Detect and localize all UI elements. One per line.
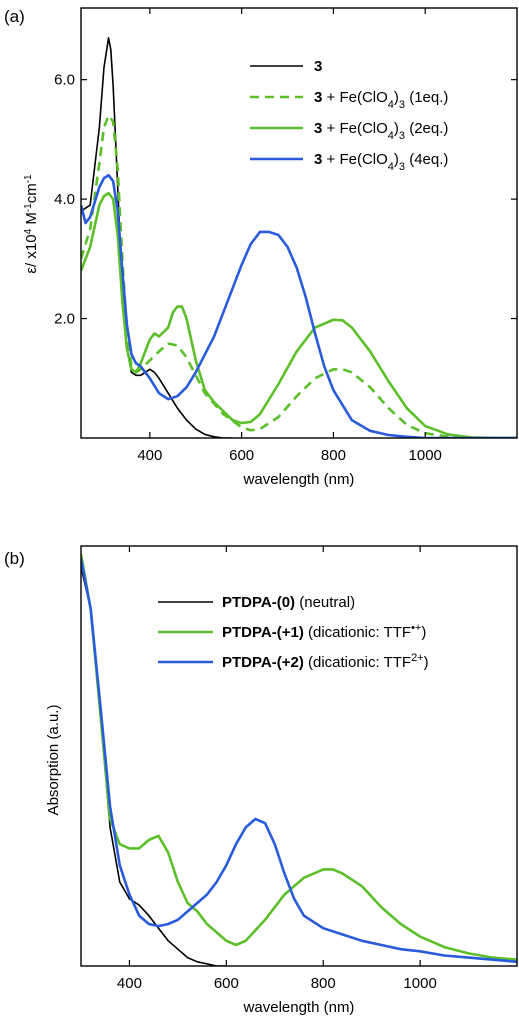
legend-entry-part: ) [394,120,399,137]
series-line-2 [81,558,517,964]
x-tick-label: 800 [311,975,336,992]
legend-entry-part: 3 [314,58,322,75]
y-axis-title: Absorption (a.u.) [45,705,62,816]
x-tick-label: 600 [214,975,239,992]
legend-entry: PTDPA-(+1) (dicationic: TTF•+) [222,622,426,641]
legend-entry-part: + Fe(ClO [322,151,387,168]
legend-entry-part: 4 [388,161,394,173]
legend-entry: 3 + Fe(ClO4)3 (2eq.) [314,120,448,142]
legend-entry: 3 [314,58,322,75]
legend: PTDPA-(0) (neutral) PTDPA-(+1) (dicationi… [158,594,429,671]
plot-frame [80,545,518,967]
legend-entry-part: + Fe(ClO [322,89,387,106]
y-axis-title-part: -1 [23,203,34,212]
y-axis-title-part: ε/ x10 [23,234,40,273]
chart-panel-b: (b) 400 600 800 1000 wavelength (nm) Absorptio… [4,545,518,1016]
legend-entry: PTDPA-(0) (neutral) [222,594,355,611]
legend-entry-part: •+ [411,622,421,634]
panel-label: (b) [4,549,25,568]
legend: 33 + Fe(ClO4)3 (1eq.)3 + Fe(ClO4)3 (2eq.… [250,58,448,173]
legend-entry-part: PTDPA-(0) [222,594,295,611]
y-tick-label: 2.0 [54,311,75,328]
y-tick-label: 4.0 [54,191,75,208]
x-tick-label: 1000 [403,975,436,992]
legend-entry-part: 3 [314,120,322,137]
legend-entry-part: ) [424,654,429,671]
panel-label: (a) [4,7,25,26]
x-tick-label: 600 [229,447,254,464]
legend-entry-part: 3 [399,99,405,111]
plot-frame [80,7,518,439]
legend-entry-part: 3 [314,89,322,106]
legend-entry-part: (2eq.) [405,120,448,137]
series-line-2 [81,191,517,438]
series-line-0 [81,37,233,438]
y-axis-title-part: -1 [23,174,34,183]
legend-entry-part: ) [394,89,399,106]
legend-entry-part: (1eq.) [405,89,448,106]
legend-entry-part: ) [421,624,426,641]
legend-entry-part: 2+ [411,652,424,664]
y-axis-title-part: 4 [23,228,34,234]
x-tick-label: 400 [117,975,142,992]
legend-entry-part: (4eq.) [405,151,448,168]
legend-entry-part: (neutral) [295,594,355,611]
legend-entry-part: PTDPA-(+1) [222,624,304,641]
y-axis-title-part: cm [23,183,40,203]
series-line-1 [81,554,517,961]
legend-entry: PTDPA-(+2) (dicationic: TTF2+) [222,652,429,671]
legend-entry: 3 + Fe(ClO4)3 (1eq.) [314,89,448,111]
legend-entry-part: ) [394,151,399,168]
chart-panel-a: (a) 400 600 800 1000 2.0 4.0 6.0 wavelength (nm)… [4,7,518,488]
legend-entry-part: 3 [399,130,405,142]
legend-entry-part: 3 [399,161,405,173]
y-tick-label: 6.0 [54,72,75,89]
legend-entry-part: 4 [388,99,394,111]
legend-entry-part: PTDPA-(+2) [222,654,304,671]
x-axis-title: wavelength (nm) [243,999,355,1016]
legend-entry: 3 + Fe(ClO4)3 (4eq.) [314,151,448,173]
legend-entry-part: + Fe(ClO [322,120,387,137]
y-axis-title: ε/ x104 M-1cm-1 [23,174,41,274]
x-tick-label: 1000 [409,447,442,464]
x-tick-label: 400 [137,447,162,464]
y-axis-title-part: M [23,212,40,229]
series-line-1 [81,114,517,438]
x-tick-label: 800 [321,447,346,464]
x-axis-title: wavelength (nm) [243,471,355,488]
series-line-0 [81,566,227,966]
legend-entry-part: (dicationic: TTF [304,654,411,671]
legend-entry-part: 3 [314,151,322,168]
series-line-3 [81,173,517,438]
legend-entry-part: 4 [388,130,394,142]
legend-entry-part: (dicationic: TTF [304,624,411,641]
